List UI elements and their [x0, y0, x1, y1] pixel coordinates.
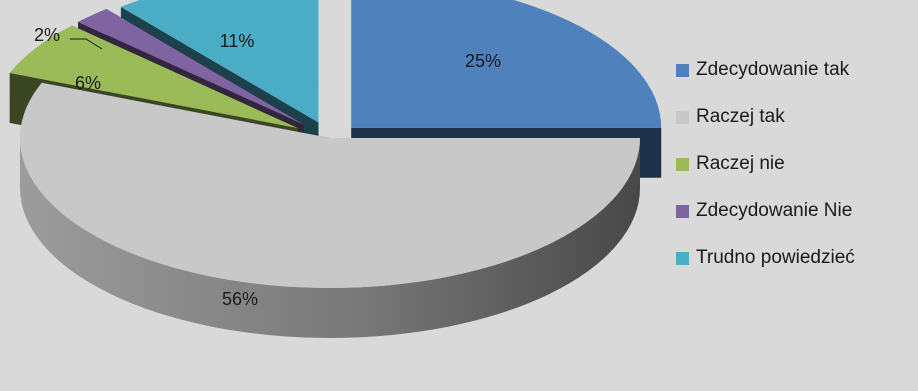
leader-line-zdecydowanie-nie [70, 38, 103, 50]
slice-top-face [120, 0, 319, 123]
slice-top-face [351, 0, 662, 128]
legend-swatch [676, 251, 689, 265]
legend-item-trudno-powiedziec: Trudno powiedzieć [676, 244, 855, 272]
legend-swatch [676, 110, 689, 124]
legend-swatch [676, 204, 689, 218]
data-label-zdecydowanie-nie: 2% [34, 25, 60, 45]
legend-label: Raczej nie [696, 153, 785, 174]
data-label-zdecydowanie-tak: 25% [465, 51, 501, 71]
legend-item-zdecydowanie-tak: Zdecydowanie tak [676, 56, 855, 84]
legend-label: Raczej tak [696, 106, 785, 127]
slice-top-face [78, 9, 304, 125]
legend-label: Zdecydowanie tak [696, 59, 850, 80]
data-label-raczej-nie: 6% [75, 73, 101, 93]
legend-swatch [676, 157, 689, 171]
legend-label: Zdecydowanie Nie [696, 200, 853, 221]
legend-item-raczej-nie: Raczej nie [676, 150, 855, 178]
chart-legend: Zdecydowanie tak Raczej tak Raczej nie Z… [676, 56, 855, 272]
data-label-trudno-powiedziec: 11% [220, 31, 255, 51]
legend-label: Trudno powiedzieć [696, 247, 855, 268]
legend-item-raczej-tak: Raczej tak [676, 103, 855, 131]
data-label-raczej-tak: 56% [222, 289, 258, 309]
slice-outer-wall [20, 138, 640, 338]
legend-item-zdecydowanie-nie: Zdecydowanie Nie [676, 197, 855, 225]
pie-slice-raczej-tak [19, 82, 640, 338]
slice-top-face [19, 82, 640, 289]
legend-swatch [676, 63, 689, 77]
slice-top-face [9, 25, 298, 129]
